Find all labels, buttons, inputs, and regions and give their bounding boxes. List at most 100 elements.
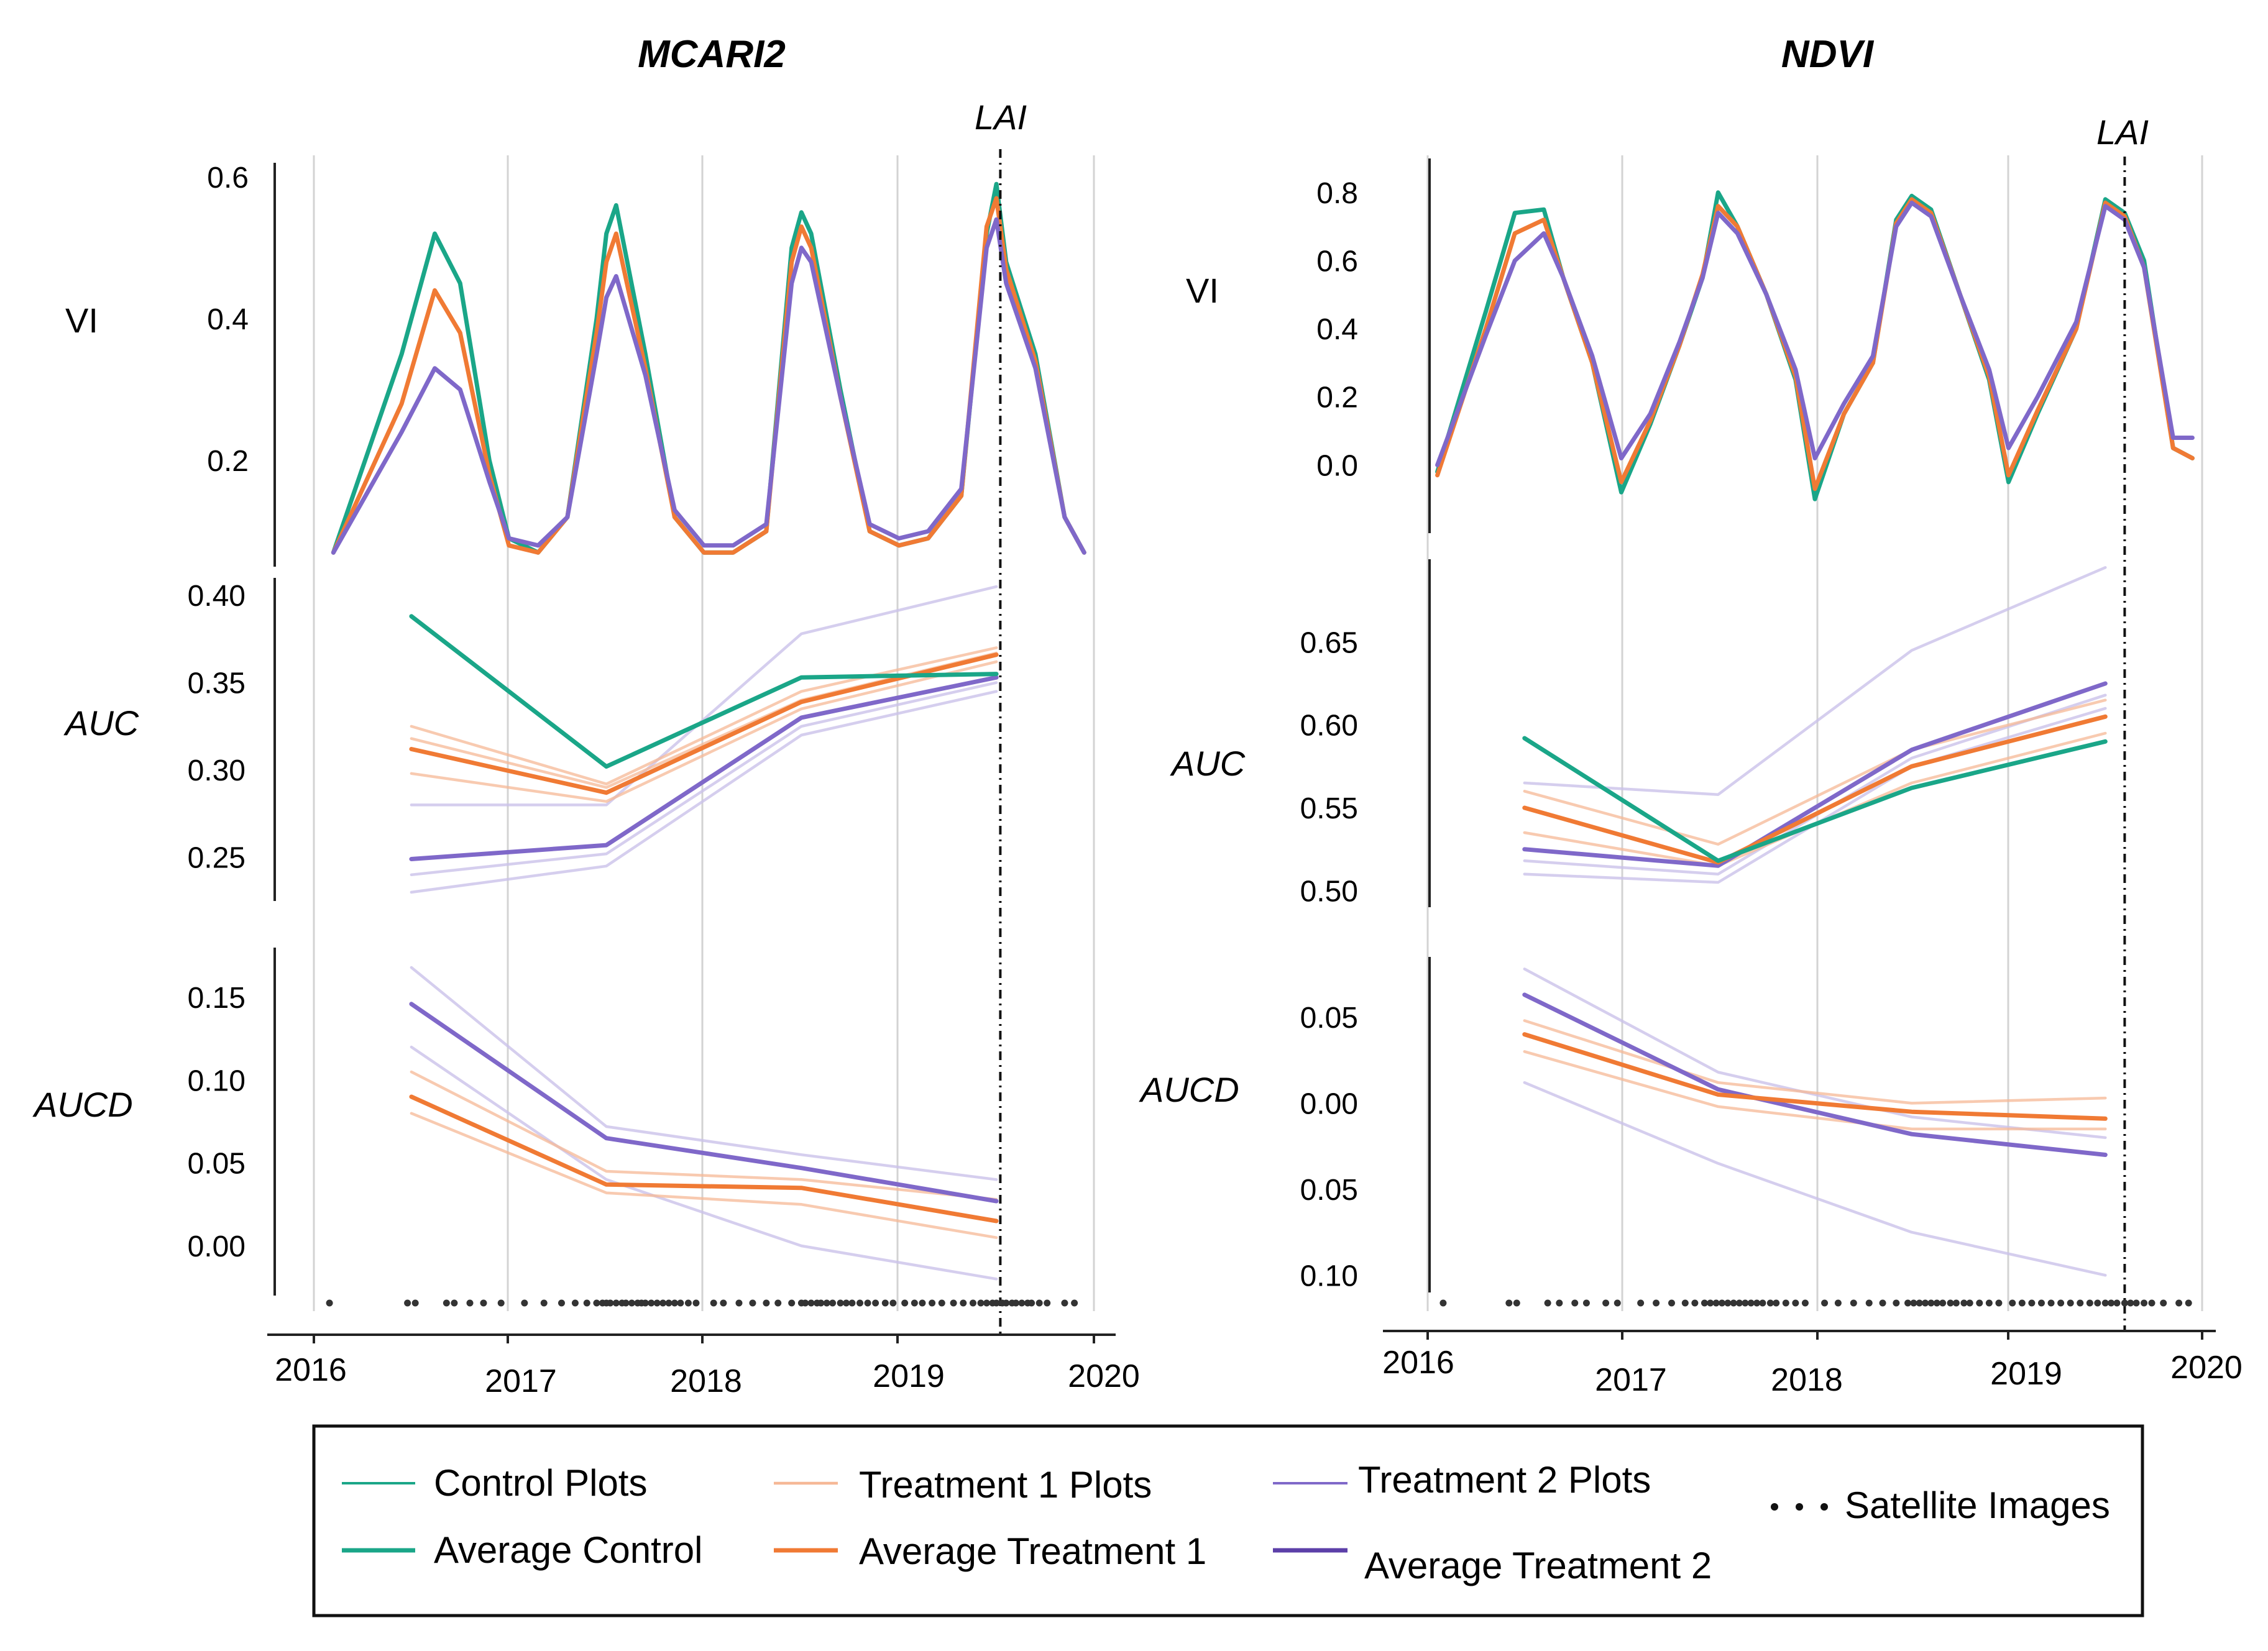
satellite-image-dot — [1071, 1299, 1078, 1307]
legend-label-average-treatment-2: Average Treatment 2 — [1364, 1545, 1712, 1586]
satellite-image-dot — [950, 1299, 957, 1307]
y-tick-label: 0.00 — [1300, 1087, 1358, 1120]
satellite-image-dot — [653, 1299, 661, 1307]
satellite-image-dot — [1736, 1299, 1743, 1307]
series-line-treatment-1-plots — [1523, 698, 2107, 846]
satellite-image-dot — [607, 1299, 614, 1307]
subplot-aucd: AUCD 0.10 0.05 0.00 0.05 — [1139, 957, 2108, 1292]
legend-label-treatment-1-plots: Treatment 1 Plots — [859, 1464, 1152, 1506]
satellite-image-dot — [583, 1299, 590, 1307]
satellite-image-dot — [1637, 1299, 1645, 1307]
satellite-image-dot — [2148, 1299, 2156, 1307]
series-line-treatment-2-plots — [410, 681, 998, 877]
series-line-average-treatment-2 — [409, 1002, 999, 1204]
x-tick-label: 2017 — [1595, 1362, 1667, 1398]
satellite-image-dot — [480, 1299, 487, 1307]
y-tick-label: 0.00 — [188, 1230, 246, 1263]
y-tick-label: 0.15 — [188, 982, 246, 1015]
legend: Control Plots Average Control Treatment 1 … — [312, 1424, 2144, 1617]
satellite-image-dot — [2133, 1299, 2140, 1307]
subplot-vi: VI 0.0 0.2 0.4 0.6 0.8 — [1186, 158, 2195, 533]
satellite-image-dot — [1712, 1299, 1720, 1307]
legend-box — [312, 1424, 2144, 1617]
satellite-image-dot — [911, 1299, 918, 1307]
satellite-image-dot — [648, 1299, 655, 1307]
series-line-treatment-2-plots — [1523, 566, 2107, 796]
satellite-image-dot — [1742, 1299, 1749, 1307]
satellite-image-dot — [901, 1299, 909, 1307]
series-line-treatment-2-plots — [410, 1045, 998, 1281]
satellite-image-dot — [2141, 1299, 2148, 1307]
y-tick-label: 0.25 — [188, 842, 246, 875]
satellite-image-dot — [2086, 1299, 2093, 1307]
x-tick-label: 2016 — [1382, 1345, 1454, 1381]
satellite-image-dot — [411, 1299, 419, 1307]
x-tick-label: 2019 — [1990, 1356, 2062, 1392]
satellite-image-dot — [558, 1299, 565, 1307]
panel-title: NDVI — [1781, 33, 1875, 76]
satellite-image-dot — [2009, 1299, 2016, 1307]
x-tick-label: 2018 — [1771, 1362, 1843, 1398]
legend-label-satellite-images: Satellite Images — [1845, 1484, 2110, 1526]
x-tick-label: 2018 — [670, 1363, 742, 1399]
satellite-image-dot — [1927, 1299, 1935, 1307]
subplot-aucd: AUCD 0.00 0.05 0.10 0.15 — [32, 948, 999, 1296]
satellite-image-dot — [1976, 1299, 1983, 1307]
satellite-image-dot — [1939, 1299, 1947, 1307]
satellite-image-dot — [1985, 1299, 1993, 1307]
satellite-image-dot — [1747, 1299, 1755, 1307]
y-tick-label: 0.4 — [207, 303, 249, 336]
satellite-image-dot — [2113, 1299, 2121, 1307]
x-tick-label: 2017 — [485, 1363, 557, 1399]
x-tick-label: 2020 — [2170, 1350, 2243, 1386]
satellite-image-dot — [864, 1299, 871, 1307]
series-line-treatment-2-plots — [1523, 967, 2107, 1140]
satellite-image-dot — [2160, 1299, 2167, 1307]
series-line-treatment-1-plots — [1523, 731, 2107, 867]
satellite-image-dot — [2175, 1299, 2183, 1307]
satellite-image-dot — [823, 1299, 830, 1307]
y-axis-label: AUC — [63, 703, 139, 743]
subplot-vi: VI 0.2 0.4 0.6 — [65, 162, 1086, 567]
series-line-average-control — [1522, 736, 2108, 863]
series-line-average-treatment-1 — [409, 1094, 999, 1223]
series-line-treatment-2-plots — [410, 585, 998, 807]
satellite-image-dot — [1865, 1299, 1873, 1307]
satellite-dots — [326, 1299, 1078, 1307]
satellite-image-dot — [404, 1299, 411, 1307]
series-line-average-treatment-2 — [331, 217, 1086, 555]
satellite-image-dot — [1916, 1299, 1923, 1307]
satellite-image-dot — [2028, 1299, 2036, 1307]
y-tick-label: 0.0 — [1316, 449, 1358, 482]
satellite-image-dot — [1792, 1299, 1799, 1307]
satellite-image-dot — [1773, 1299, 1780, 1307]
legend-swatch-dot — [1771, 1503, 1778, 1511]
satellite-image-dot — [1003, 1299, 1010, 1307]
satellite-image-dot — [1960, 1299, 1968, 1307]
satellite-image-dot — [497, 1299, 505, 1307]
satellite-image-dot — [1922, 1299, 1929, 1307]
series-line-treatment-2-plots — [410, 966, 998, 1181]
series-line-treatment-1-plots — [1523, 1019, 2107, 1105]
satellite-image-dot — [1893, 1299, 1900, 1307]
satellite-image-dot — [1801, 1299, 1809, 1307]
satellite-image-dot — [1724, 1299, 1732, 1307]
series-line-average-treatment-2 — [1522, 681, 2108, 868]
satellite-image-dot — [1995, 1299, 2003, 1307]
y-tick-label: 0.2 — [207, 445, 249, 478]
satellite-image-dot — [1947, 1299, 1954, 1307]
satellite-image-dot — [735, 1299, 743, 1307]
satellite-image-dot — [2047, 1299, 2055, 1307]
legend-swatch-dot — [1820, 1503, 1828, 1511]
satellite-image-dot — [326, 1299, 333, 1307]
x-tick-label: 2016 — [275, 1352, 347, 1388]
satellite-image-dot — [1782, 1299, 1789, 1307]
satellite-image-dot — [2037, 1299, 2045, 1307]
satellite-image-dot — [1681, 1299, 1689, 1307]
satellite-image-dot — [1061, 1299, 1068, 1307]
satellite-image-dot — [938, 1299, 945, 1307]
satellite-image-dot — [659, 1299, 667, 1307]
y-tick-label: 0.10 — [188, 1064, 246, 1097]
y-tick-label: 0.30 — [188, 754, 246, 787]
